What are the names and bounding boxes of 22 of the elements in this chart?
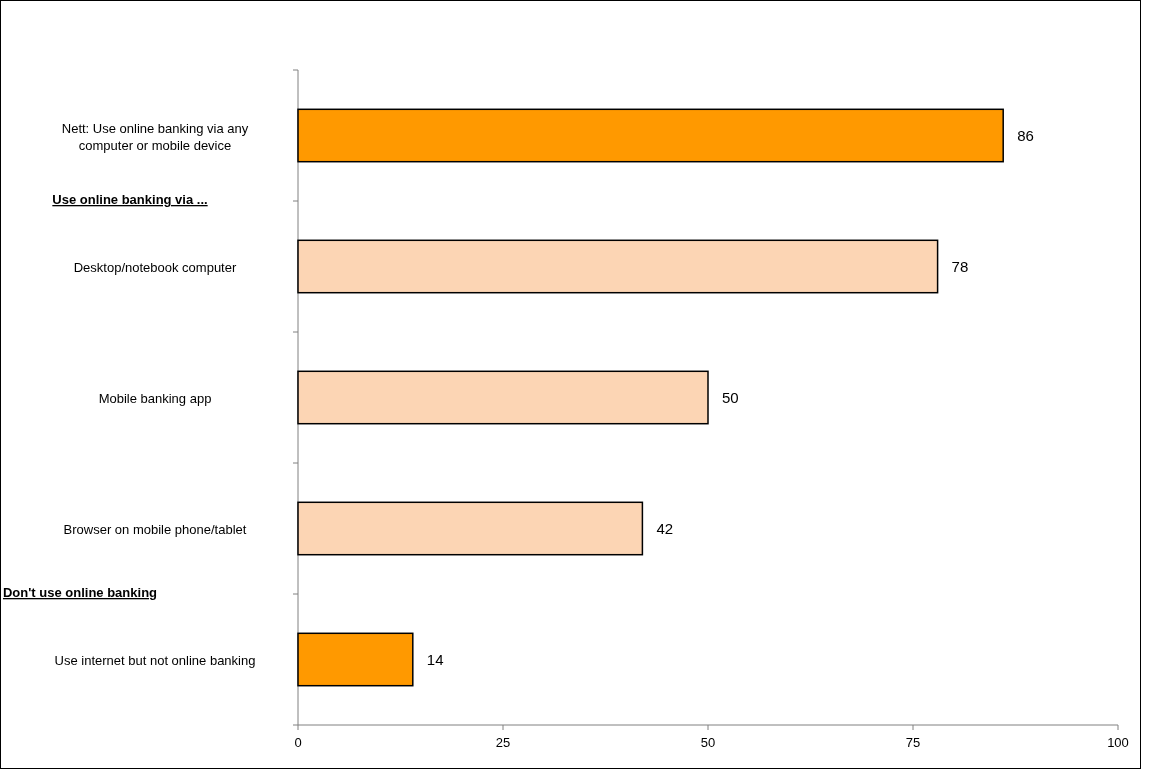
x-tick-label: 50 <box>700 735 716 750</box>
x-tick-label: 0 <box>294 735 302 750</box>
data-label: 50 <box>722 388 739 406</box>
x-tick-label: 25 <box>495 735 511 750</box>
bar <box>297 501 644 556</box>
bar <box>297 632 414 687</box>
bar <box>297 239 939 294</box>
text: Don't use online banking <box>2 585 158 600</box>
y-tick-label: Use internet but not online banking <box>54 652 256 668</box>
x-tick-label: 100 <box>1107 735 1129 750</box>
bar <box>297 108 1004 163</box>
x-tick-label: 75 <box>905 735 921 750</box>
bar <box>297 370 709 425</box>
text: Use online banking via ... <box>52 192 208 207</box>
y-tick-label: Nett: Use online banking via any computer or mobile device <box>61 120 249 153</box>
y-tick-label: Mobile banking app <box>98 390 212 406</box>
data-label: 14 <box>426 650 444 668</box>
data-label: 78 <box>951 257 969 275</box>
y-tick-label: Browser on mobile phone/tablet <box>63 521 247 537</box>
y-tick-label: Desktop/notebook computer <box>73 259 237 275</box>
data-label: 42 <box>656 519 674 537</box>
data-label: 86 <box>1017 126 1034 144</box>
